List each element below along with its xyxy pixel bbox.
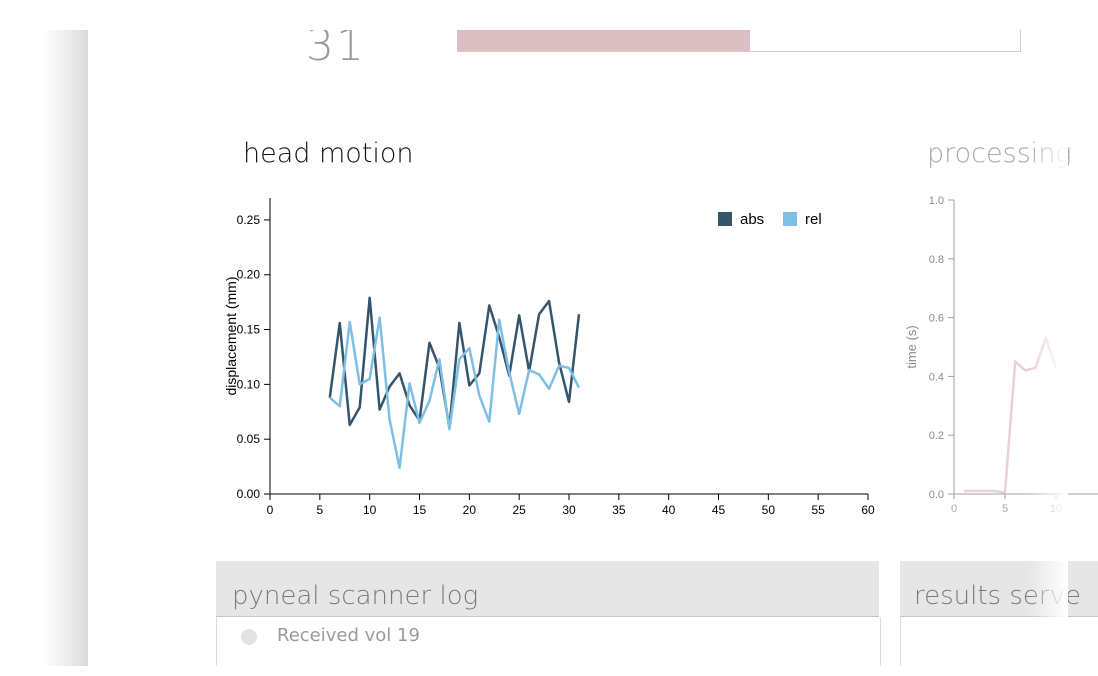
legend-label-rel: rel: [805, 211, 822, 228]
x-tick-label: 40: [662, 503, 676, 517]
x-tick-label: 45: [712, 503, 726, 517]
x-tick-label: 0: [267, 503, 274, 517]
scanner-log-body: Received vol 19: [216, 617, 881, 666]
series-line-rel: [328, 316, 581, 469]
x-tick-label: 30: [562, 503, 576, 517]
proc-y-tick-label: 0.0: [929, 489, 944, 501]
x-tick-label: 5: [316, 503, 323, 517]
legend-label-abs: abs: [740, 211, 764, 228]
window-shadow: [42, 30, 92, 666]
proc-y-tick-label: 0.2: [929, 430, 944, 442]
x-tick-label: 25: [512, 503, 526, 517]
volume-progress-bar: [457, 30, 1021, 52]
dashboard-window: 31 head motion 0 5 10 15 20 25 30 35 40 45 50 55 60 0…: [88, 30, 1098, 666]
proc-y-tick-label: 1.0: [929, 195, 944, 207]
volume-progress-fill: [457, 30, 750, 51]
x-tick-label: 55: [811, 503, 825, 517]
proc-y-tick-label: 0.6: [929, 313, 944, 325]
head-motion-title: head motion: [243, 138, 414, 169]
x-tick-label: 50: [762, 503, 776, 517]
proc-y-tick-label: 0.8: [929, 254, 944, 266]
series-line-abs: [328, 296, 581, 429]
x-tick-label: 60: [861, 503, 875, 517]
results-server-header: results serve: [900, 561, 1098, 617]
scanner-log-title: pyneal scanner log: [232, 581, 479, 611]
y-tick-label: 0.00: [237, 487, 261, 501]
y-tick-label: 0.10: [237, 377, 261, 391]
x-tick-label: 35: [612, 503, 626, 517]
proc-x-tick-label: 5: [1002, 503, 1008, 515]
results-server-body: [900, 617, 1098, 666]
proc-x-tick-label: 0: [951, 503, 957, 515]
volume-counter: 31: [306, 30, 366, 71]
head-motion-chart: 0 5 10 15 20 25 30 35 40 45 50 55 60 0.00 0.05 0.10 0.15…: [223, 198, 875, 517]
log-entry: Received vol 19: [277, 625, 420, 646]
scanner-log-header: pyneal scanner log: [216, 561, 879, 617]
y-tick-label: 0.15: [237, 323, 261, 337]
y-tick-label: 0.05: [237, 432, 261, 446]
x-tick-label: 20: [463, 503, 477, 517]
y-tick-label: 0.25: [237, 213, 261, 227]
edge-fade: [1028, 30, 1068, 666]
log-status-dot: [241, 629, 257, 645]
x-tick-label: 15: [413, 503, 427, 517]
processing-chart: 0.00.20.40.60.81.00510time (s): [904, 195, 1098, 515]
y-tick-label: 0.20: [237, 268, 261, 282]
x-tick-label: 10: [363, 503, 377, 517]
legend-swatch-rel: [783, 212, 797, 226]
y-axis-label: displacement (mm): [223, 276, 239, 395]
proc-y-axis-label: time (s): [904, 325, 919, 368]
legend-swatch-abs: [718, 212, 732, 226]
proc-y-tick-label: 0.4: [929, 371, 944, 383]
